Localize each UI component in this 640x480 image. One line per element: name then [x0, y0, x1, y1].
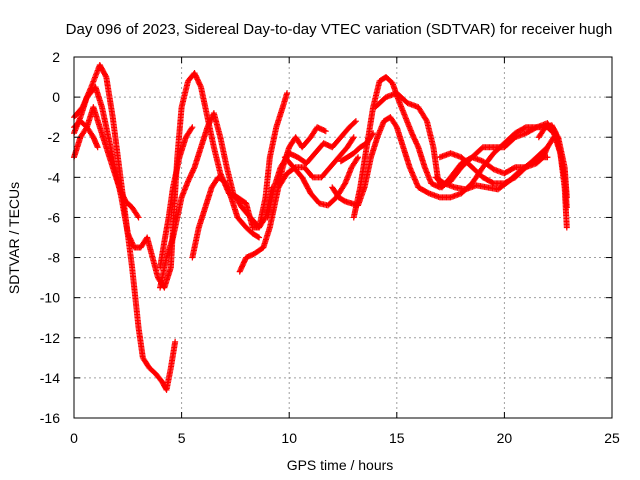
data-point [563, 204, 570, 211]
x-tick-label: 25 [604, 430, 620, 446]
data-point [423, 116, 430, 123]
x-tick-label: 5 [178, 430, 186, 446]
series-track-17 [432, 154, 551, 193]
y-tick-label: -2 [48, 129, 61, 145]
data-point [134, 213, 141, 220]
y-tick-label: -6 [48, 209, 61, 225]
y-tick-label: -14 [40, 370, 60, 386]
data-point [354, 155, 361, 162]
y-tick-label: -8 [48, 250, 61, 266]
data-point [341, 181, 348, 188]
series-track-5 [157, 124, 196, 271]
data-point [355, 154, 362, 161]
grid-lines [74, 57, 612, 418]
series-track-9 [264, 118, 359, 221]
data-point [135, 214, 142, 221]
data-point [188, 125, 195, 132]
data-point [172, 338, 179, 345]
data-point [102, 72, 109, 79]
series-track-18 [535, 122, 570, 211]
data-point [254, 233, 261, 240]
data-point [349, 135, 356, 142]
x-tick-label: 15 [389, 430, 405, 446]
data-point [351, 119, 358, 126]
y-tick-label: -12 [40, 330, 60, 346]
data-point [284, 90, 291, 97]
y-tick-label: -4 [48, 169, 61, 185]
data-point [322, 128, 329, 135]
series-track-3 [71, 104, 142, 221]
x-tick-label: 0 [70, 430, 78, 446]
data-marks [71, 62, 570, 393]
data-point [352, 118, 359, 125]
y-tick-label: -16 [40, 410, 60, 426]
y-axis-label: SDTVAR / TECUs [6, 182, 22, 294]
data-point [189, 124, 196, 131]
y-tick-label: 2 [52, 49, 60, 65]
data-point [94, 144, 101, 151]
data-point [350, 134, 357, 141]
x-tick-label: 20 [497, 430, 513, 446]
y-tick-label: 0 [52, 89, 60, 105]
data-point [563, 224, 570, 231]
plot-frame [73, 56, 613, 419]
series-track-4 [71, 118, 101, 151]
x-axis-label: GPS time / hours [287, 457, 394, 473]
chart-title: Day 096 of 2023, Sidereal Day-to-day VTE… [66, 21, 613, 38]
series-track-7 [189, 174, 263, 261]
x-tick-label: 10 [281, 430, 297, 446]
data-point [256, 234, 263, 241]
data-point [544, 154, 551, 161]
data-point [261, 215, 268, 222]
y-tick-label: -10 [40, 290, 60, 306]
